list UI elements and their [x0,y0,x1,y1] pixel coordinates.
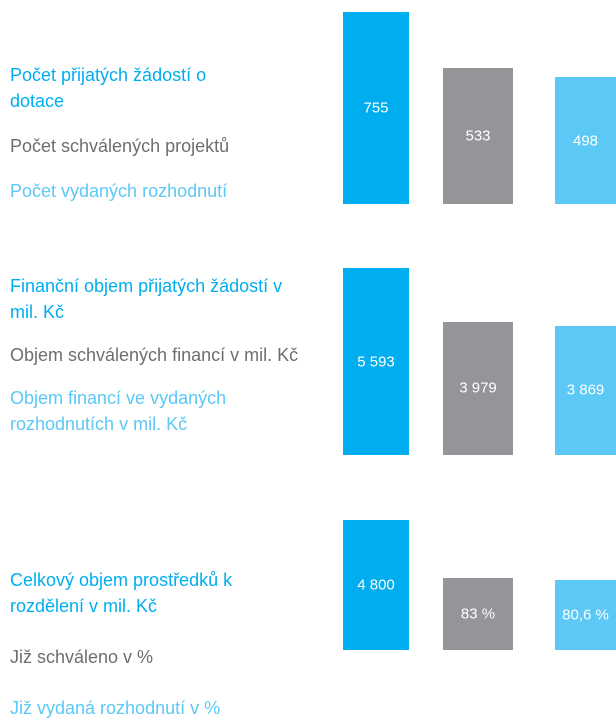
legend-label: Počet schválených projektů [10,136,230,156]
bar: 533 [443,68,513,204]
bar: 498 [555,77,616,204]
value-label: 80,6 % [562,606,609,624]
value-label: 498 [572,132,599,150]
bar: 3 869 [555,325,616,455]
legend-label: Již vydaná rozhodnutí v % [10,698,221,718]
value-label: 83 % [460,605,496,623]
value-label: 3 979 [459,379,497,397]
bar: 80,6 % [555,580,616,650]
bar: 5 593 [343,268,409,455]
legend-label: Počet přijatých žádostí o dotace [10,65,207,111]
value-label: 755 [363,99,389,117]
bar: 755 [343,12,409,204]
value-label: 533 [465,127,491,145]
legend-label: Počet vydaných rozhodnutí [10,181,228,201]
legend-label: Již schváleno v % [10,647,154,667]
bar: 4 800 [343,520,409,650]
value-label: 4 800 [357,576,395,594]
legend-label: Finanční objem přijatých žádostí v mil. … [10,276,283,322]
bar: 83 % [443,578,513,650]
value-label: 5 593 [357,353,395,370]
bar: 3 979 [443,321,513,455]
legend-label: Celkový objem prostředků k rozdělení v m… [10,570,233,616]
legend-label: Objem financí ve vydaných rozhodnutích v… [10,388,227,434]
legend-label: Objem schválených financí v mil. Kč [10,345,299,365]
value-label: 3 869 [566,381,605,399]
